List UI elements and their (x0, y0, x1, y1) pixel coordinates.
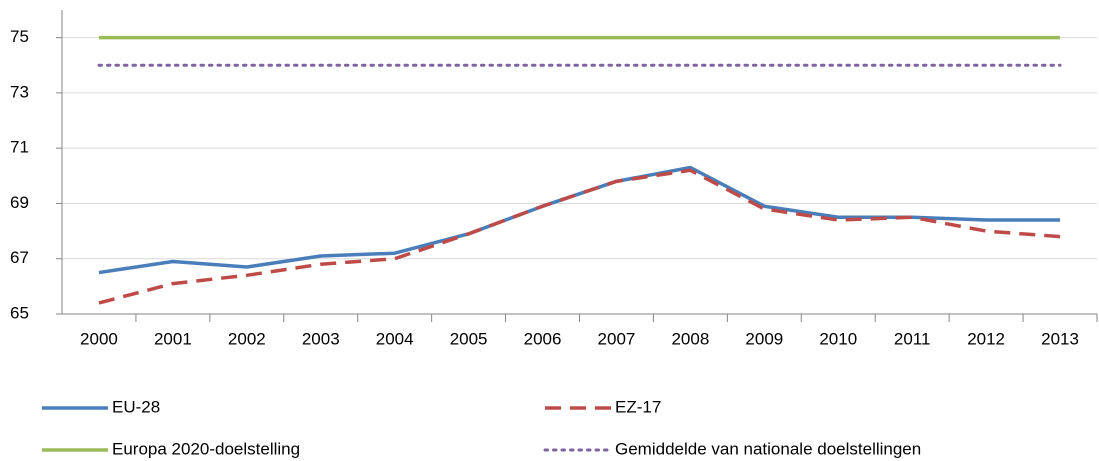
x-tick-label: 2009 (745, 329, 783, 348)
legend-label: EU-28 (112, 397, 160, 416)
x-tick-label: 2007 (598, 329, 636, 348)
y-tick-label: 67 (10, 248, 29, 267)
legend-label: EZ-17 (615, 397, 661, 416)
legend-label: Gemiddelde van nationale doelstellingen (615, 439, 921, 458)
x-tick-label: 2011 (894, 329, 931, 348)
y-tick-label: 69 (10, 193, 29, 212)
x-tick-label: 2013 (1041, 329, 1079, 348)
x-tick-label: 2004 (376, 329, 414, 348)
x-tick-label: 2008 (671, 329, 709, 348)
series-line (98, 165, 1061, 275)
y-tick-label: 71 (10, 138, 29, 157)
x-tick-label: 2002 (228, 329, 266, 348)
x-tick-label: 2010 (819, 329, 857, 348)
legend-label: Europa 2020-doelstelling (112, 439, 300, 458)
series-line (98, 168, 1061, 305)
x-tick-label: 2003 (302, 329, 340, 348)
x-tick-label: 2005 (450, 329, 488, 348)
x-tick-label: 2006 (524, 329, 562, 348)
y-tick-label: 75 (10, 27, 29, 46)
y-tick-label: 73 (10, 82, 29, 101)
y-tick-label: 65 (10, 303, 29, 322)
x-tick-label: 2012 (967, 329, 1005, 348)
x-tick-label: 2000 (80, 329, 118, 348)
x-tick-label: 2001 (154, 329, 192, 348)
